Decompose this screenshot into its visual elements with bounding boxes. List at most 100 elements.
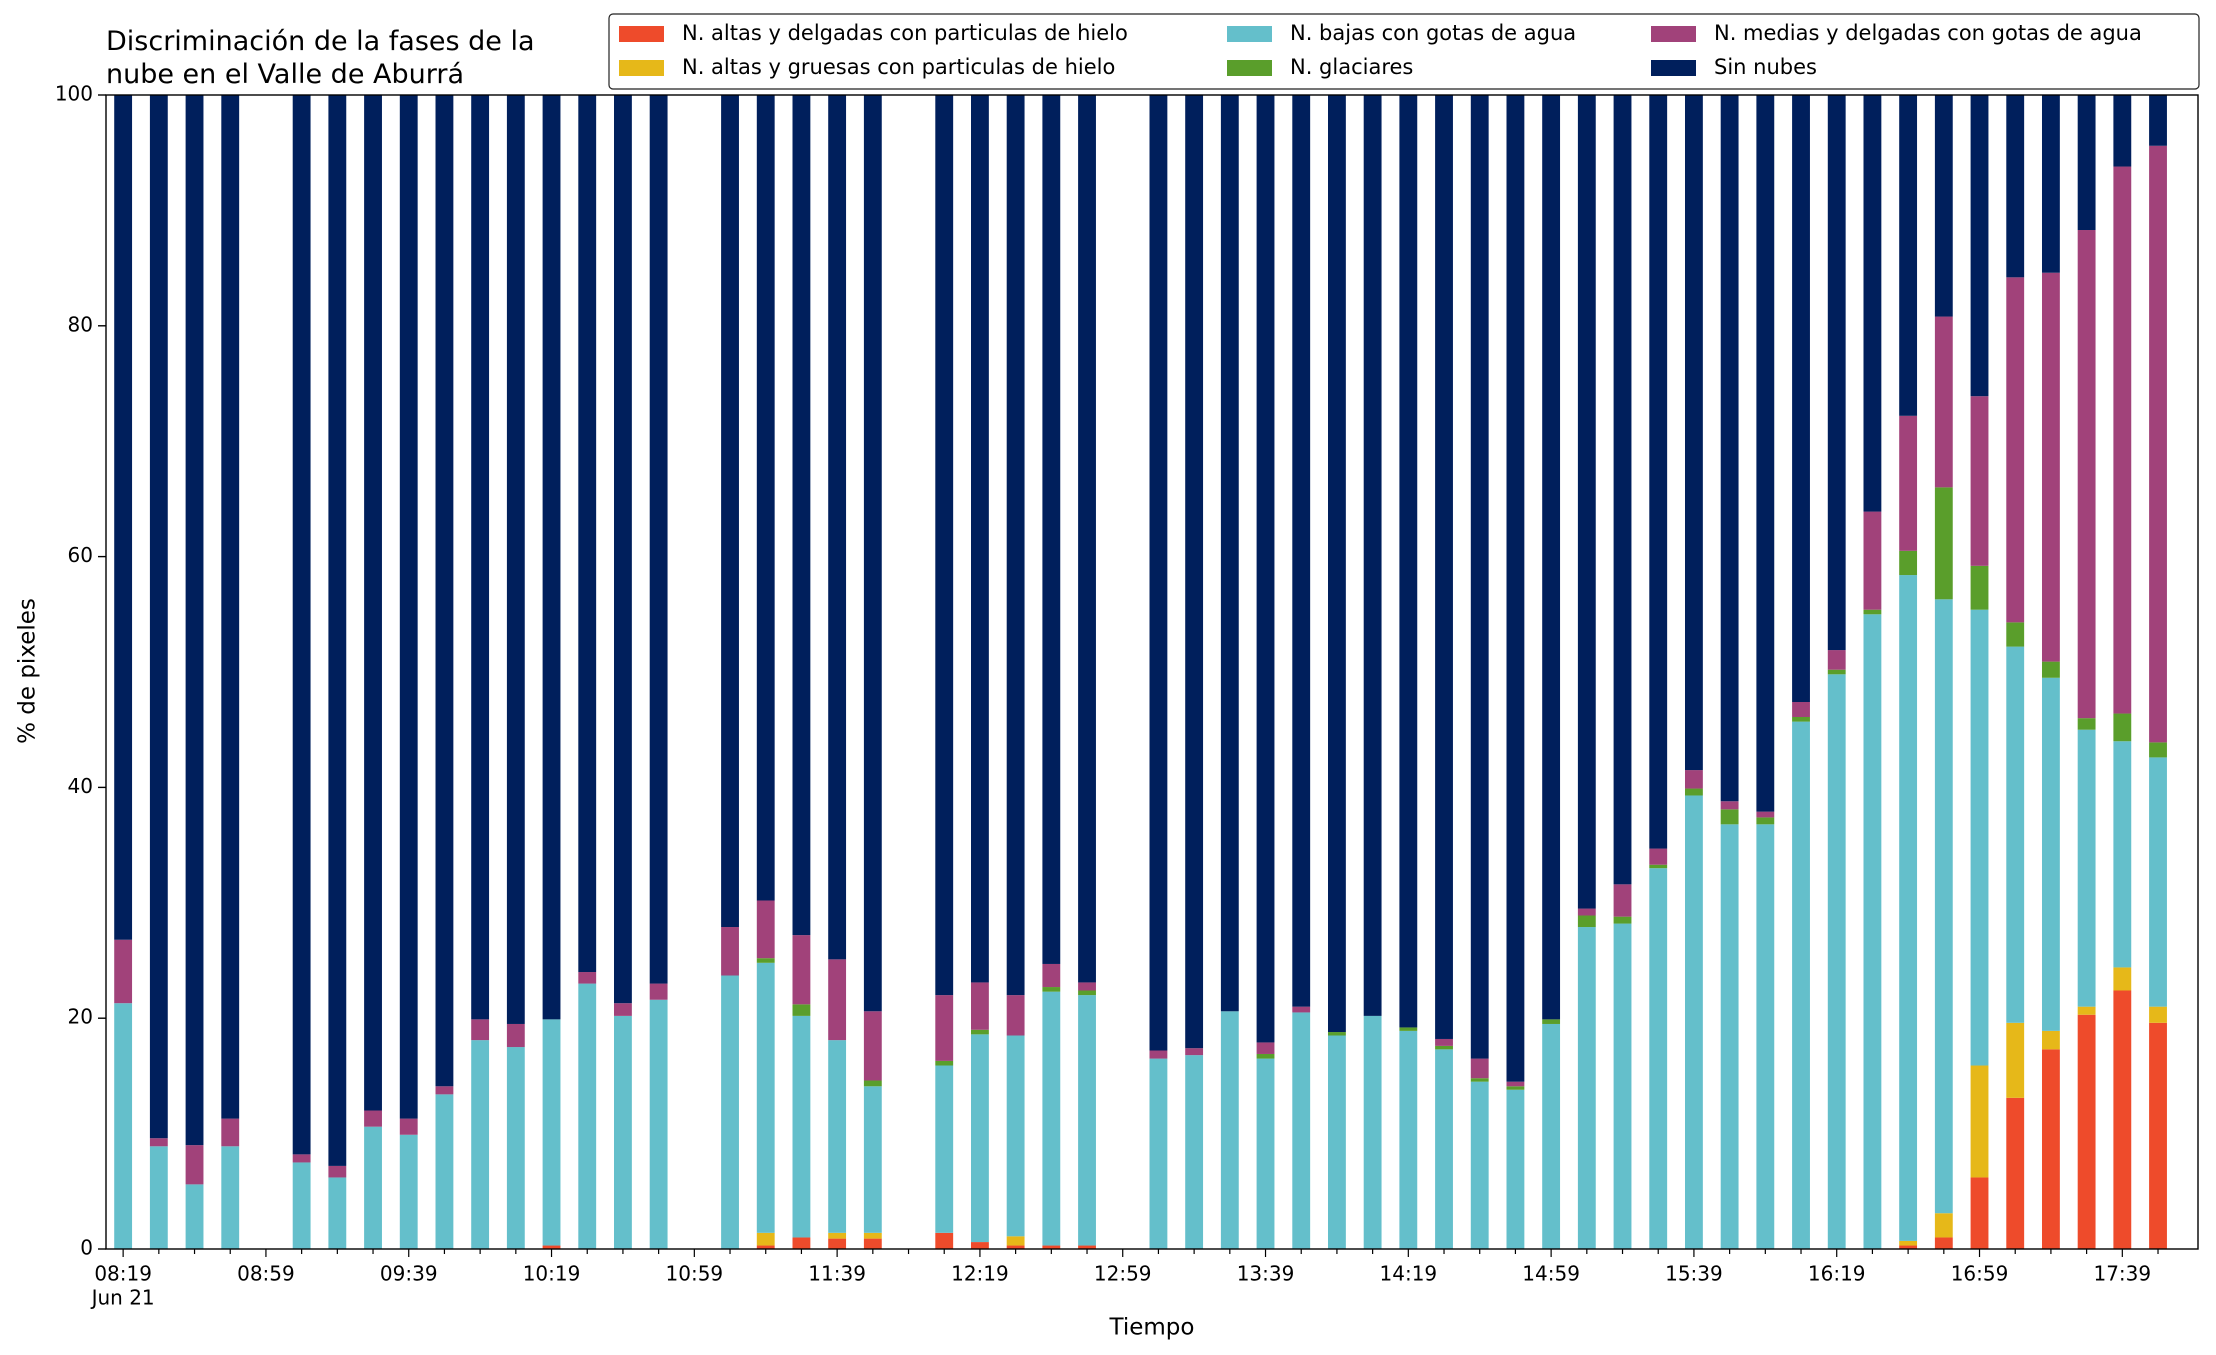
bar-segment [1006,995,1025,1036]
bar-segment [1684,95,1703,771]
bar-segment [1827,669,1846,675]
bar-segment [1435,1038,1453,1046]
legend-swatch [1227,60,1272,76]
bar-segment [2006,95,2025,278]
bar-segment [1220,1011,1239,1249]
legend-box [608,13,2200,90]
bar-segment [863,1011,882,1081]
bar-segment [1185,1055,1204,1249]
bar-segment [1863,614,1882,1249]
bar-segment [2041,677,2060,1031]
bar-segment [792,1004,811,1016]
bar-segment [2113,713,2132,742]
bar-segment [1042,991,1061,1246]
bar-segment [1970,609,1989,1066]
bar-segment [935,1065,954,1233]
bar-segment [399,95,418,1119]
bar-segment [1256,95,1275,1043]
bar-segment [1577,927,1596,1249]
bar-segment [114,1003,133,1249]
bar-segment [1934,316,1953,488]
bar-segment [2077,95,2096,231]
bar-segment [971,1034,989,1243]
bar-segment [1292,1012,1311,1249]
bar-segment [1078,995,1096,1246]
bar-segment [935,1060,954,1066]
bar-segment [1756,95,1775,812]
bar-segment [1292,95,1311,1007]
bar-segment [578,972,597,984]
bar-segment [1827,674,1846,1249]
y-tick-label: 0 [80,1236,93,1260]
bar-segment [2113,166,2132,714]
chart-title: nube en el Valle de Aburrá [106,59,464,90]
bar-segment [2149,1006,2167,1023]
bar-segment [614,1015,632,1249]
bar-segment [1720,824,1739,1249]
bar-segment [1078,982,1096,991]
bar-segment [1506,95,1525,1082]
bar-segment [2041,661,2060,678]
bar-segment [1792,95,1810,703]
y-axis-label: % de pixeles [15,598,41,744]
bar-segment [2113,741,2132,968]
bar-segment [1078,95,1096,983]
legend-swatch [1651,60,1696,76]
bar-segment [1506,1081,1525,1087]
bar-segment [792,1015,811,1238]
bar-segment [185,1145,204,1185]
bar-segment [756,958,775,963]
bar-segment [1399,1030,1418,1249]
bar-segment [1934,95,1953,317]
x-tick-label: 14:59 [1522,1262,1580,1286]
bar-segment [1327,1035,1346,1249]
bar-segment [1934,599,1953,1214]
bar-segment [1542,95,1561,1020]
bar-segment [506,1047,525,1249]
bar-segment [1470,1078,1489,1082]
bar-segment [471,1040,490,1249]
bar-segment [2077,1006,2096,1015]
bar-segment [2149,1022,2167,1249]
bar-segment [1684,788,1703,796]
bar-segment [828,1232,847,1239]
bar-segment [1756,811,1775,818]
bar-segment [1149,1058,1168,1249]
bar-segment [435,95,454,1087]
bar-segment [1934,1213,1953,1238]
bar-segment [649,95,668,984]
y-tick-label: 60 [68,543,93,567]
bar-segment [542,95,561,1020]
bar-segment [435,1086,454,1095]
bar-segment [2006,1097,2025,1249]
bar-segment [221,1118,240,1147]
x-tick-label: 12:59 [1094,1262,1152,1286]
bar-segment [2041,1049,2060,1249]
bar-segment [721,95,739,928]
legend-swatch [1227,26,1272,42]
bar-segment [2006,622,2025,647]
bar-segment [1899,95,1918,416]
bar-segment [614,95,632,1004]
bar-segment [114,95,133,940]
bar-segment [2041,95,2060,273]
bar-segment [1435,1045,1453,1050]
bar-segment [1006,1236,1025,1246]
bar-segment [578,95,597,973]
bar-segment [506,95,525,1024]
bar-segment [506,1023,525,1048]
bar-segment [935,1232,954,1249]
bar-segment [971,982,989,1030]
bar-segment [471,95,490,1020]
bar-segment [1042,95,1061,964]
bar-segment [149,1138,168,1147]
bar-segment [328,1177,347,1249]
bar-segment [1720,95,1739,802]
bar-segment [1863,95,1882,512]
bar-segment [863,1086,882,1233]
x-tick-label: 16:19 [1808,1262,1866,1286]
x-tick-label: 09:39 [380,1262,438,1286]
bar-segment [1970,95,1989,397]
bar-segment [328,1165,347,1178]
